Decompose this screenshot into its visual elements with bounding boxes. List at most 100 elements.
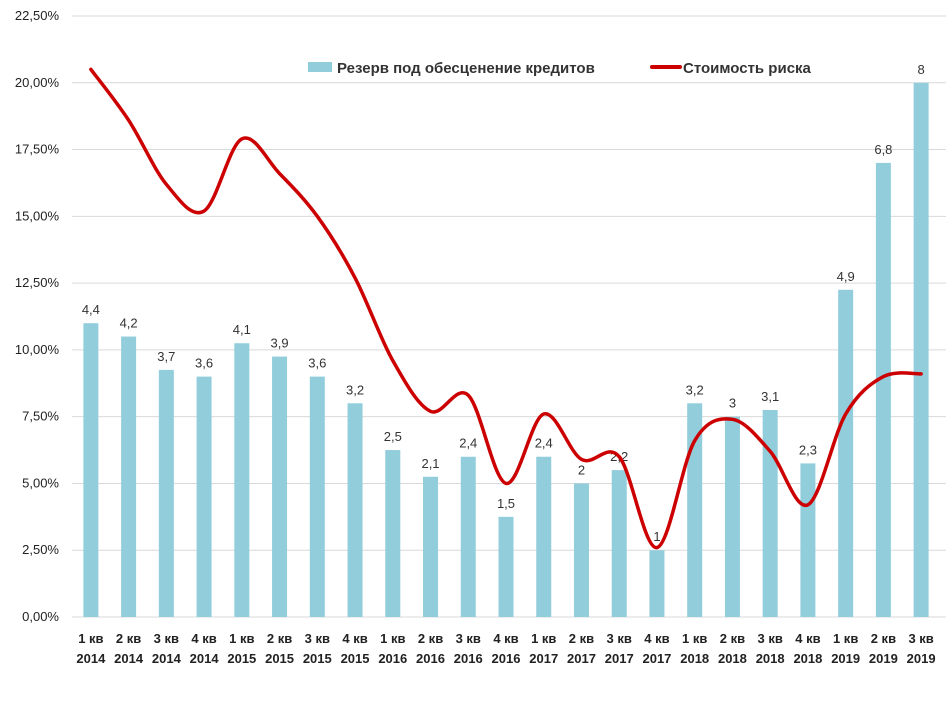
legend-line-label: Стоимость риска xyxy=(683,60,812,77)
x-tick-label-year: 2017 xyxy=(642,651,671,666)
bar-data-label: 3,7 xyxy=(157,349,175,364)
x-tick-label-year: 2014 xyxy=(152,651,182,666)
y-tick-label: 10,00% xyxy=(15,342,60,357)
bar-data-label: 2,5 xyxy=(384,429,402,444)
x-tick-label-year: 2018 xyxy=(756,651,785,666)
bar xyxy=(649,550,665,617)
x-tick-label-quarter: 2 кв xyxy=(569,631,594,646)
line-path xyxy=(89,67,923,550)
bar-data-label: 4,1 xyxy=(233,322,251,337)
x-tick-label-quarter: 4 кв xyxy=(191,631,216,646)
x-tick-label-year: 2017 xyxy=(567,651,596,666)
y-tick-label: 17,50% xyxy=(15,142,60,157)
bar-data-label: 3,2 xyxy=(346,382,364,397)
x-tick-label-quarter: 4 кв xyxy=(493,631,518,646)
x-tick-label-quarter: 4 кв xyxy=(342,631,367,646)
bar xyxy=(272,356,288,617)
x-tick-label-year: 2015 xyxy=(341,651,370,666)
bar-data-label: 4,2 xyxy=(120,316,138,331)
y-tick-label: 15,00% xyxy=(15,208,60,223)
x-tick-label-quarter: 1 кв xyxy=(229,631,254,646)
bar xyxy=(498,516,514,617)
x-tick-label-quarter: 3 кв xyxy=(154,631,179,646)
bar-data-label: 2,3 xyxy=(799,442,817,457)
x-tick-label-year: 2016 xyxy=(378,651,407,666)
x-tick-label-quarter: 3 кв xyxy=(305,631,330,646)
x-tick-label-quarter: 1 кв xyxy=(682,631,707,646)
bar xyxy=(460,456,476,617)
x-tick-label-year: 2016 xyxy=(454,651,483,666)
x-tick-label-quarter: 4 кв xyxy=(795,631,820,646)
bar xyxy=(536,456,552,617)
bar-data-label: 3,6 xyxy=(308,356,326,371)
x-tick-label-year: 2014 xyxy=(76,651,106,666)
gridlines xyxy=(72,15,946,618)
bar xyxy=(762,409,778,617)
x-tick-label-quarter: 3 кв xyxy=(758,631,783,646)
x-tick-label-year: 2014 xyxy=(190,651,220,666)
x-tick-label-quarter: 2 кв xyxy=(871,631,896,646)
y-tick-label: 2,50% xyxy=(22,542,59,557)
bar xyxy=(724,416,740,617)
bar-data-label: 3,9 xyxy=(271,336,289,351)
bar xyxy=(234,343,250,617)
bar-data-label: 4,4 xyxy=(82,302,100,317)
bar-data-labels: 4,4 4,2 3,7 3,6 4,1 3,9 3,6 3,2 2,5 2,1 2,4 1,5 2,4 2… xyxy=(82,62,925,544)
bar-data-label: 1,5 xyxy=(497,496,515,511)
bar-data-label: 2,1 xyxy=(421,456,439,471)
bar xyxy=(800,463,816,617)
x-tick-label-year: 2017 xyxy=(605,651,634,666)
bar-data-label: 6,8 xyxy=(874,142,892,157)
x-tick-label-year: 2017 xyxy=(529,651,558,666)
x-tick-label-year: 2019 xyxy=(907,651,936,666)
y-tick-label: 0,00% xyxy=(22,609,59,624)
legend: Резерв под обесценение кредитов Стоимост… xyxy=(308,60,812,77)
y-tick-label: 12,50% xyxy=(15,275,60,290)
bar-data-label: 3,1 xyxy=(761,389,779,404)
bar-data-label: 4,9 xyxy=(837,269,855,284)
bar xyxy=(573,483,589,617)
bar xyxy=(121,336,137,617)
x-tick-label-quarter: 2 кв xyxy=(116,631,141,646)
y-tick-label: 5,00% xyxy=(22,475,59,490)
bar-data-label: 2,4 xyxy=(459,436,477,451)
bar xyxy=(687,403,703,617)
line-series xyxy=(89,67,923,550)
x-axis: 1 кв 2014 2 кв 2014 3 кв 2014 4 кв 2014 1 кв 2015… xyxy=(76,631,935,666)
x-tick-label-quarter: 3 кв xyxy=(607,631,632,646)
bar xyxy=(838,289,854,617)
bar xyxy=(83,323,99,617)
x-tick-label-year: 2015 xyxy=(265,651,294,666)
x-tick-label-quarter: 1 кв xyxy=(531,631,556,646)
x-tick-label-quarter: 1 кв xyxy=(380,631,405,646)
bar xyxy=(347,403,363,617)
x-tick-label-year: 2014 xyxy=(114,651,144,666)
x-tick-label-year: 2018 xyxy=(793,651,822,666)
bar-data-label: 3,2 xyxy=(686,382,704,397)
y-tick-label: 22,50% xyxy=(15,8,60,23)
x-tick-label-quarter: 3 кв xyxy=(908,631,933,646)
bar-data-label: 3,6 xyxy=(195,356,213,371)
bar xyxy=(309,376,325,617)
legend-bar-label: Резерв под обесценение кредитов xyxy=(337,60,595,77)
x-tick-label-year: 2016 xyxy=(492,651,521,666)
x-tick-label-quarter: 2 кв xyxy=(267,631,292,646)
x-tick-label-quarter: 1 кв xyxy=(833,631,858,646)
x-tick-label-quarter: 2 кв xyxy=(418,631,443,646)
x-tick-label-year: 2018 xyxy=(680,651,709,666)
bar-data-label: 8 xyxy=(918,62,925,77)
x-tick-label-quarter: 4 кв xyxy=(644,631,669,646)
x-tick-label-year: 2015 xyxy=(303,651,332,666)
y-tick-label: 7,50% xyxy=(22,409,59,424)
bar-data-label: 3 xyxy=(729,396,736,411)
bar xyxy=(423,476,439,617)
bar xyxy=(385,450,401,617)
bar xyxy=(196,376,212,617)
x-tick-label-year: 2019 xyxy=(869,651,898,666)
x-tick-label-year: 2016 xyxy=(416,651,445,666)
x-tick-label-quarter: 1 кв xyxy=(78,631,103,646)
bar xyxy=(913,82,929,618)
y-tick-label: 20,00% xyxy=(15,75,60,90)
x-tick-label-year: 2018 xyxy=(718,651,747,666)
